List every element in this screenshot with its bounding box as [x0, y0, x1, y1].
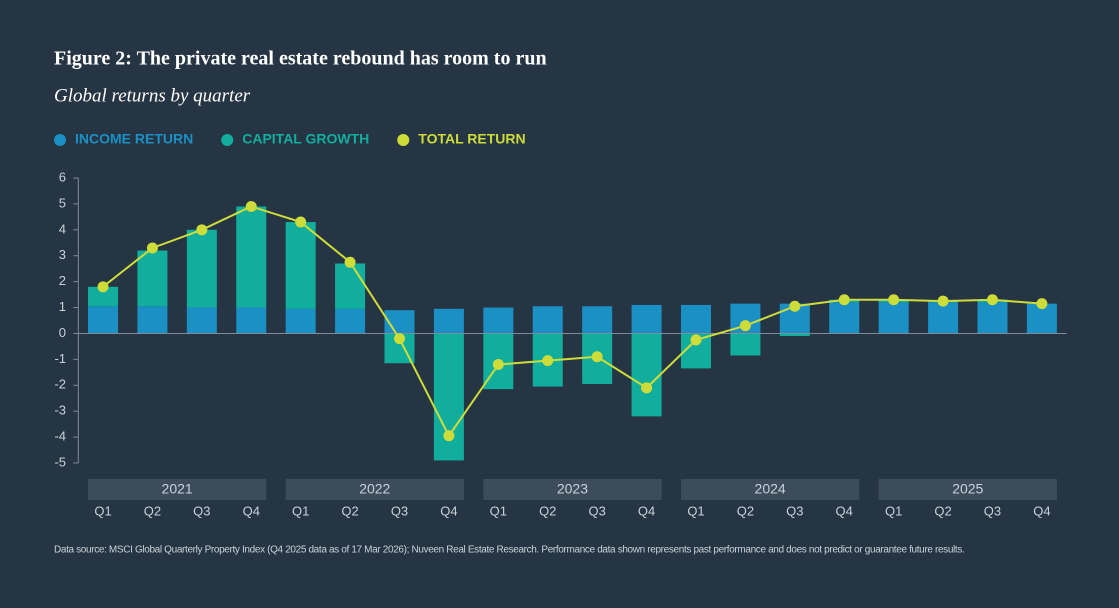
x-tick-label: Q1	[94, 503, 111, 518]
chart-subtitle: Global returns by quarter	[54, 85, 251, 106]
bar	[730, 333, 761, 356]
y-tick-label: -4	[54, 429, 66, 444]
total-return-dot	[245, 201, 257, 212]
year-label: 2024	[755, 481, 786, 497]
year-label: 2022	[359, 481, 390, 497]
bar	[433, 308, 464, 334]
chart-title: Figure 2: The private real estate reboun…	[54, 48, 547, 70]
x-tick-label: Q2	[539, 503, 556, 518]
bar	[335, 308, 366, 334]
x-tick-label: Q2	[737, 503, 754, 518]
bar	[977, 302, 1008, 334]
footnote: Data source: MSCI Global Quarterly Prope…	[54, 545, 964, 556]
bar	[680, 304, 711, 334]
y-tick-label: -3	[54, 403, 66, 418]
y-tick-label: -2	[54, 377, 66, 392]
year-band	[680, 479, 860, 500]
total-return-dot	[146, 242, 158, 254]
bar	[532, 306, 563, 334]
legend-label: INCOME RETURN	[75, 131, 193, 147]
bar	[928, 302, 959, 334]
year-band	[878, 479, 1057, 500]
bar	[137, 306, 168, 334]
x-tick-label: Q1	[292, 503, 309, 518]
total-return-dot	[542, 355, 554, 367]
x-tick-label: Q2	[341, 503, 358, 518]
total-return-dot	[641, 382, 653, 394]
y-tick-label: 5	[59, 195, 66, 210]
bar	[335, 263, 366, 309]
total-return-dot	[888, 294, 900, 306]
total-return-dot	[690, 334, 702, 346]
year-label: 2025	[952, 481, 983, 497]
x-tick-label: Q2	[144, 503, 161, 518]
year-band	[88, 479, 267, 500]
total-return-dot	[295, 216, 307, 228]
total-return-dot	[937, 295, 949, 307]
bar	[433, 333, 464, 461]
legend-label: TOTAL RETURN	[418, 131, 525, 147]
x-tick-label: Q3	[193, 503, 210, 518]
y-tick-label: 4	[59, 221, 66, 236]
total-return-dot	[986, 294, 998, 306]
total-return-dot	[393, 333, 405, 345]
bar	[483, 307, 514, 334]
bar	[631, 304, 662, 334]
total-return-dot	[739, 320, 751, 332]
bar	[285, 222, 316, 309]
total-return-dot	[97, 281, 109, 293]
x-tick-label: Q4	[638, 503, 655, 518]
bar	[779, 333, 810, 337]
x-tick-label: Q3	[391, 503, 408, 518]
x-tick-label: Q3	[786, 503, 803, 518]
year-label: 2021	[162, 481, 193, 497]
y-tick-label: 2	[59, 273, 66, 288]
year-band	[483, 479, 662, 500]
bar	[137, 250, 168, 307]
bar	[582, 306, 613, 334]
bar	[236, 307, 267, 334]
bar	[285, 308, 316, 334]
total-return-dot	[789, 300, 801, 312]
bar	[236, 206, 267, 308]
total-return-dot	[591, 351, 603, 363]
x-tick-label: Q3	[588, 503, 605, 518]
y-tick-label: 6	[59, 169, 66, 184]
x-tick-label: Q4	[243, 503, 260, 518]
y-tick-label: 3	[59, 247, 66, 262]
x-tick-label: Q1	[687, 503, 704, 518]
bar	[829, 302, 860, 334]
total-return-dot	[838, 294, 850, 306]
x-tick-label: Q1	[490, 503, 507, 518]
year-band	[285, 479, 464, 500]
y-tick-label: -1	[54, 351, 66, 366]
y-tick-label: -5	[54, 454, 66, 469]
total-return-dot	[492, 359, 504, 371]
y-tick-label: 1	[59, 299, 66, 314]
x-tick-label: Q1	[885, 503, 902, 518]
bar	[88, 306, 119, 334]
bar	[631, 333, 662, 417]
x-tick-label: Q4	[836, 503, 853, 518]
legend-label: CAPITAL GROWTH	[242, 131, 369, 147]
total-return-dot	[196, 224, 208, 236]
legend-swatch	[54, 134, 66, 146]
total-return-dot	[1036, 298, 1048, 310]
legend-swatch	[397, 134, 410, 146]
bar	[186, 229, 217, 308]
total-return-dot	[344, 256, 356, 268]
legend-swatch	[221, 134, 234, 146]
total-return-dot	[443, 430, 455, 442]
x-tick-label: Q4	[440, 503, 457, 518]
bar	[186, 307, 217, 334]
x-tick-label: Q3	[984, 503, 1001, 518]
x-tick-label: Q2	[934, 503, 951, 518]
x-tick-label: Q4	[1033, 503, 1050, 518]
total-return-line	[102, 205, 1042, 438]
bar	[88, 286, 119, 307]
bar	[878, 302, 909, 334]
year-label: 2023	[557, 481, 588, 497]
y-tick-label: 0	[59, 325, 66, 340]
